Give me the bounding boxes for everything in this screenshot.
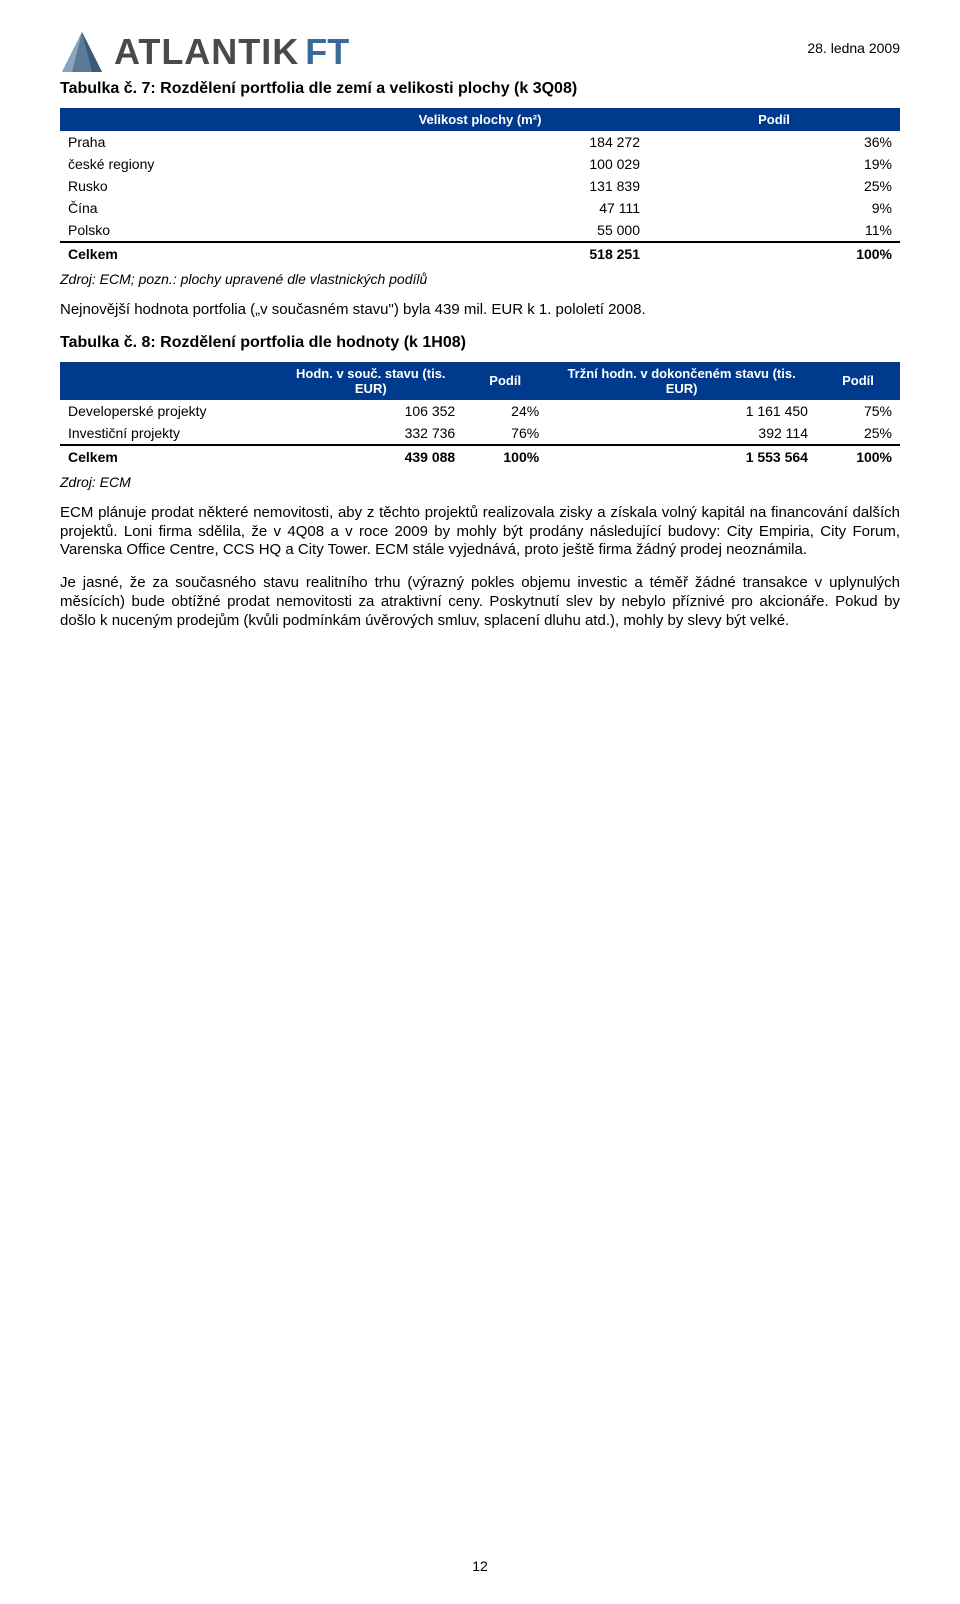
table-row: Praha 184 272 36% (60, 131, 900, 153)
cell: 100% (816, 445, 900, 468)
table7-source: Zdroj: ECM; pozn.: plochy upravené dle v… (60, 271, 900, 287)
table7-total-row: Celkem 518 251 100% (60, 242, 900, 265)
table7-col1: Velikost plochy (m²) (312, 108, 648, 131)
cell: 9% (648, 197, 900, 219)
cell: 392 114 (547, 422, 816, 445)
logo-icon (60, 30, 104, 74)
cell: 55 000 (312, 219, 648, 242)
table8: Hodn. v souč. stavu (tis. EUR) Podíl Trž… (60, 362, 900, 468)
logo: ATLANTIKFT (60, 30, 349, 74)
table8-source: Zdroj: ECM (60, 474, 900, 490)
table-row: Čína 47 111 9% (60, 197, 900, 219)
cell: 1 553 564 (547, 445, 816, 468)
table-row: české regiony 100 029 19% (60, 153, 900, 175)
table-row: Polsko 55 000 11% (60, 219, 900, 242)
cell: Investiční projekty (60, 422, 278, 445)
cell: 11% (648, 219, 900, 242)
table8-col3: Tržní hodn. v dokončeném stavu (tis. EUR… (547, 362, 816, 400)
table7-col0 (60, 108, 312, 131)
table8-col2: Podíl (463, 362, 547, 400)
cell: 25% (648, 175, 900, 197)
cell: Celkem (60, 242, 312, 265)
cell: 131 839 (312, 175, 648, 197)
table8-col4: Podíl (816, 362, 900, 400)
cell: Developerské projekty (60, 400, 278, 422)
table8-col0 (60, 362, 278, 400)
table8-col1: Hodn. v souč. stavu (tis. EUR) (278, 362, 463, 400)
cell: Praha (60, 131, 312, 153)
cell: 100% (648, 242, 900, 265)
cell: 184 272 (312, 131, 648, 153)
paragraph-mid: Nejnovější hodnota portfolia („v současn… (60, 301, 900, 320)
cell: 76% (463, 422, 547, 445)
logo-text: ATLANTIKFT (114, 31, 349, 73)
cell: 25% (816, 422, 900, 445)
cell: české regiony (60, 153, 312, 175)
table7-title: Tabulka č. 7: Rozdělení portfolia dle ze… (60, 80, 900, 98)
logo-suffix: FT (305, 31, 349, 72)
table7-header-row: Velikost plochy (m²) Podíl (60, 108, 900, 131)
table8-header-row: Hodn. v souč. stavu (tis. EUR) Podíl Trž… (60, 362, 900, 400)
cell: 332 736 (278, 422, 463, 445)
table-row: Developerské projekty 106 352 24% 1 161 … (60, 400, 900, 422)
cell: Čína (60, 197, 312, 219)
cell: Polsko (60, 219, 312, 242)
cell: 1 161 450 (547, 400, 816, 422)
document-date: 28. ledna 2009 (807, 40, 900, 56)
cell: 100 029 (312, 153, 648, 175)
table8-total-row: Celkem 439 088 100% 1 553 564 100% (60, 445, 900, 468)
table-row: Investiční projekty 332 736 76% 392 114 … (60, 422, 900, 445)
page-container: ATLANTIKFT 28. ledna 2009 Tabulka č. 7: … (0, 0, 960, 684)
cell: 518 251 (312, 242, 648, 265)
table-row: Rusko 131 839 25% (60, 175, 900, 197)
cell: Rusko (60, 175, 312, 197)
cell: 100% (463, 445, 547, 468)
logo-main: ATLANTIK (114, 31, 299, 72)
table7: Velikost plochy (m²) Podíl Praha 184 272… (60, 108, 900, 265)
page-number: 12 (0, 1558, 960, 1574)
paragraph-2: Je jasné, že za současného stavu realitn… (60, 574, 900, 630)
cell: 75% (816, 400, 900, 422)
header: ATLANTIKFT 28. ledna 2009 (60, 30, 900, 74)
cell: 47 111 (312, 197, 648, 219)
cell: 19% (648, 153, 900, 175)
cell: Celkem (60, 445, 278, 468)
paragraph-1: ECM plánuje prodat některé nemovitosti, … (60, 504, 900, 560)
cell: 439 088 (278, 445, 463, 468)
table7-col2: Podíl (648, 108, 900, 131)
cell: 24% (463, 400, 547, 422)
table8-title: Tabulka č. 8: Rozdělení portfolia dle ho… (60, 334, 900, 352)
cell: 36% (648, 131, 900, 153)
cell: 106 352 (278, 400, 463, 422)
